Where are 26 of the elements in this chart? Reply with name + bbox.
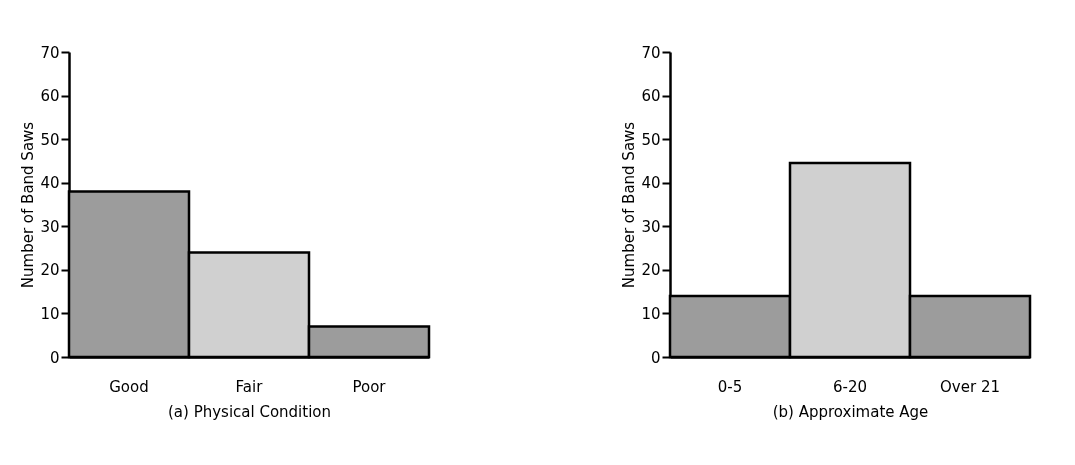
y-tick-label: 20 bbox=[641, 261, 661, 280]
y-tick-label: 0 bbox=[650, 348, 661, 367]
y-tick-label: 10 bbox=[641, 304, 661, 323]
x-tick-label: Fair bbox=[235, 377, 264, 396]
y-tick-label: 50 bbox=[641, 130, 661, 149]
y-tick-label: 70 bbox=[40, 43, 60, 62]
x-axis-title: (a) Physical Condition bbox=[167, 402, 332, 421]
x-axis-title: (b) Approximate Age bbox=[772, 402, 929, 421]
x-tick-label: 6-20 bbox=[832, 377, 868, 396]
y-tick-label: 40 bbox=[641, 174, 661, 193]
y-tick-label: 50 bbox=[40, 130, 60, 149]
y-tick-label: 60 bbox=[40, 87, 60, 106]
x-tick-label: 0-5 bbox=[717, 377, 743, 396]
y-tick-label: 10 bbox=[40, 304, 60, 323]
x-tick-label: Over 21 bbox=[940, 377, 1000, 396]
y-tick-label: 60 bbox=[641, 87, 661, 106]
y-tick-label: 40 bbox=[40, 174, 60, 193]
y-tick-label: 30 bbox=[40, 217, 60, 236]
y-tick-label: 20 bbox=[40, 261, 60, 280]
y-tick-label: 30 bbox=[641, 217, 661, 236]
y-tick-label: 70 bbox=[641, 43, 661, 62]
y-axis-title: Number of Band Saws bbox=[620, 121, 639, 289]
y-axis-title: Number of Band Saws bbox=[19, 121, 38, 289]
x-tick-label: Good bbox=[109, 377, 149, 396]
y-tick-label: 0 bbox=[49, 348, 60, 367]
x-tick-label: Poor bbox=[352, 377, 387, 396]
